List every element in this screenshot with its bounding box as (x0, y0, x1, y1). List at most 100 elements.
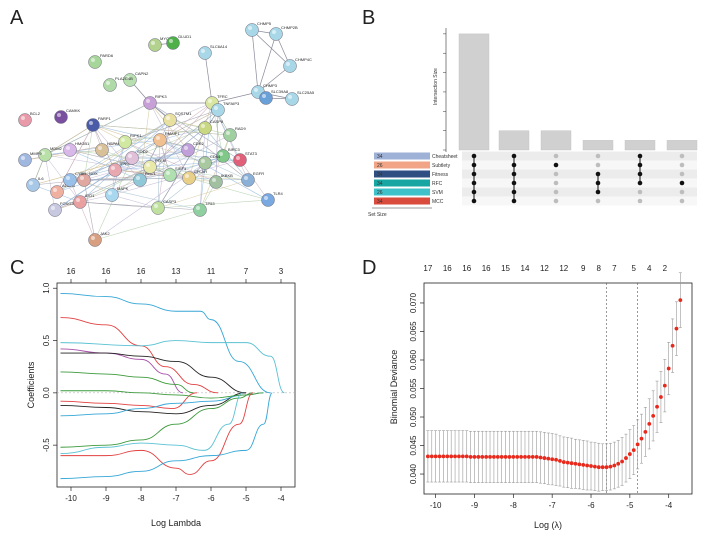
deviance-point (581, 463, 585, 467)
network-node-highlight (146, 99, 150, 103)
network-node-highlight (146, 163, 150, 167)
x-axis-label-d: Log (λ) (534, 520, 562, 530)
x-tick-label: -9 (471, 501, 479, 510)
x-tick-label: -9 (102, 494, 110, 503)
deviance-point (655, 405, 659, 409)
top-tick-label: 7 (612, 264, 617, 273)
network-node-highlight (57, 113, 61, 117)
network-node-label: TP53 (205, 201, 215, 206)
upset-dot (512, 181, 517, 186)
upset-dot (638, 154, 643, 159)
coef-line (61, 393, 254, 447)
top-tick-label: 16 (102, 267, 111, 276)
axis-ticks-c: -10 -9 -8 -7 -6 -5 -416 16 16 13 11 7 31.00.50.0-0.5 (42, 267, 285, 503)
network-node-label: IDO1 (85, 193, 95, 198)
deviance-point (539, 456, 543, 460)
network-node-label: BIRC3 (228, 147, 241, 152)
upset-dot (596, 181, 601, 186)
x-tick-label: -6 (207, 494, 215, 503)
deviance-point (632, 448, 636, 452)
deviance-point (675, 327, 679, 331)
y-tick-label: 0.5 (42, 334, 51, 346)
coef-line (61, 318, 219, 393)
deviance-point (628, 452, 632, 456)
deviance-point (663, 384, 667, 388)
network-node-highlight (66, 176, 70, 180)
upset-row-band (462, 179, 697, 188)
y-axis-label-d: Binomial Deviance (389, 350, 399, 425)
top-tick-label: 8 (597, 264, 602, 273)
network-node-highlight (128, 154, 132, 158)
deviance-point (449, 454, 453, 458)
deviance-point (511, 455, 515, 459)
figure-canvas: A B C D PARD6MYO5 GLUD1SLC6A14CHMP5CHMP2B… (0, 0, 709, 542)
upset-bar (583, 140, 613, 150)
upset-bar (667, 140, 697, 150)
network-node-highlight (76, 198, 80, 202)
deviance-point (577, 462, 581, 466)
deviance-point (438, 454, 442, 458)
deviance-point (484, 455, 488, 459)
network-node-highlight (201, 49, 205, 53)
network-node-highlight (208, 99, 212, 103)
upset-bar (459, 34, 489, 150)
x-tick-label: -4 (277, 494, 285, 503)
network-node-label: SLC25A5 (297, 90, 315, 95)
axis-ticks-d: -10 -9 -8 -7 -6 -5 -4 17 16 16 16 15 14 12 12 9 8 7 5 4 2 0.0… (409, 264, 673, 510)
network-node-highlight (184, 146, 188, 150)
upset-dot (638, 172, 643, 177)
deviance-point (476, 455, 480, 459)
upset-dot (680, 163, 685, 168)
deviance-point (558, 459, 562, 463)
deviance-point (616, 462, 620, 466)
deviance-points (426, 273, 682, 494)
network-node-label: MMP9 (30, 151, 42, 156)
top-tick-label: 7 (244, 267, 249, 276)
network-node-highlight (236, 156, 240, 160)
deviance-point (570, 461, 574, 465)
network-node-highlight (185, 174, 189, 178)
deviance-point (624, 456, 628, 460)
network-node-highlight (196, 206, 200, 210)
network-node-highlight (166, 171, 170, 175)
network-node-label: CAPN2 (135, 71, 149, 76)
network-node-highlight (98, 146, 102, 150)
network-nodes: PARD6 MYO5 GLUD1 SLC6A14 CHMP5 CHMP2B CHMP4C CH… (19, 21, 315, 247)
network-node-highlight (41, 151, 45, 155)
cv-deviance-panel: -10 -9 -8 -7 -6 -5 -417 16 16 16 15 14 12 12 9 8 7 5 4 20.0… (389, 264, 692, 530)
x-tick-label: -6 (587, 501, 595, 510)
top-tick-label: 4 (647, 264, 652, 273)
upset-dot (512, 172, 517, 177)
deviance-point (593, 465, 597, 469)
upset-row-band (462, 170, 697, 179)
network-node-label: RAD9 (235, 126, 246, 131)
top-tick-label: 9 (581, 264, 586, 273)
network-node-label: CHMP5 (257, 21, 272, 26)
y-tick-label: 0.055 (409, 378, 418, 399)
network-node-label: MDM2 (50, 146, 63, 151)
deviance-point (519, 455, 523, 459)
deviance-point (566, 461, 570, 465)
network-node-highlight (91, 236, 95, 240)
deviance-point (651, 414, 655, 418)
network-node-highlight (154, 204, 158, 208)
upset-setsize-label: Set Size (368, 212, 387, 218)
upset-dot (680, 181, 685, 186)
y-tick-label: 0.070 (409, 292, 418, 313)
network-node-label: TNFAIP3 (223, 101, 240, 106)
deviance-point (531, 455, 535, 459)
deviance-point (620, 460, 624, 464)
upset-dot (512, 163, 517, 168)
deviance-point (589, 464, 593, 468)
network-node-label: CASP8 (210, 119, 224, 124)
network-node-label: SIRT1 (175, 166, 187, 171)
network-node-highlight (166, 116, 170, 120)
y-tick-label: 1.0 (42, 282, 51, 294)
network-node-highlight (272, 30, 276, 34)
upset-set-size: 26 (377, 163, 383, 169)
upset-dot (596, 154, 601, 159)
deviance-point (457, 454, 461, 458)
x-tick-label: -8 (510, 501, 518, 510)
network-node-label: SQSTM1 (175, 111, 192, 116)
deviance-point (601, 465, 605, 469)
